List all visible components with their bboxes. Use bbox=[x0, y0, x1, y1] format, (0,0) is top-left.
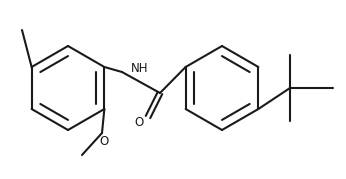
Text: O: O bbox=[99, 135, 109, 148]
Text: NH: NH bbox=[131, 62, 148, 74]
Text: O: O bbox=[135, 115, 144, 129]
